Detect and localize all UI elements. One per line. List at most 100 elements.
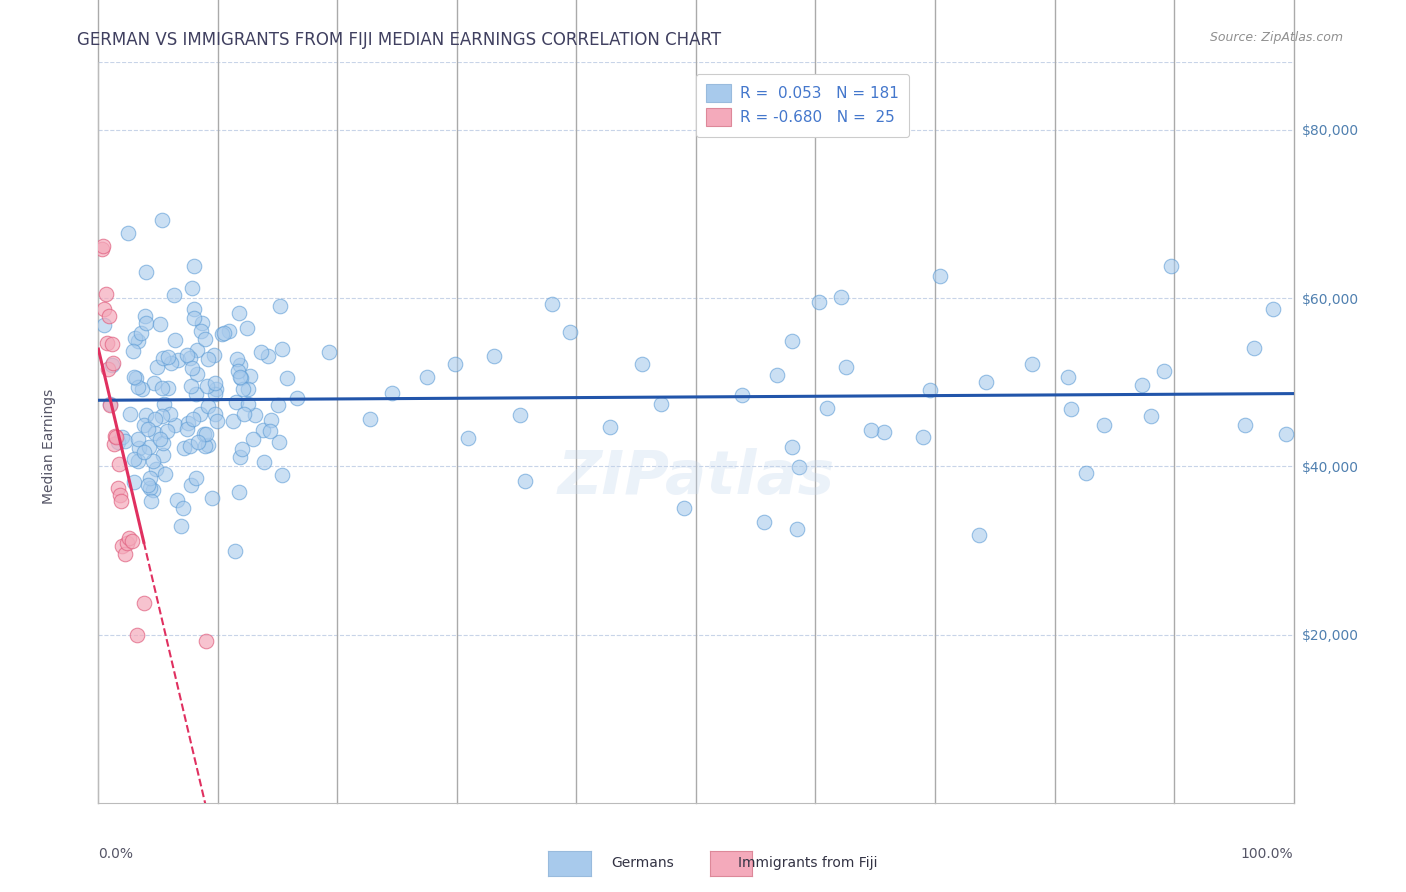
Point <box>229 450 252 464</box>
Point <box>672 501 695 516</box>
Point <box>107 481 129 495</box>
Point <box>163 417 186 432</box>
Point <box>253 455 276 469</box>
Point <box>318 344 340 359</box>
Point <box>108 488 131 502</box>
Point <box>149 317 172 331</box>
Point <box>231 442 253 456</box>
Point <box>236 321 259 335</box>
Point <box>94 286 117 301</box>
Point <box>197 438 219 452</box>
Point <box>239 369 262 384</box>
Point <box>149 432 172 446</box>
Point <box>444 357 467 371</box>
Point <box>242 432 264 446</box>
Point <box>146 359 169 374</box>
Point <box>205 414 228 428</box>
Point <box>270 343 292 357</box>
Point <box>229 358 252 372</box>
Point <box>132 596 155 610</box>
Point <box>183 301 205 316</box>
Point <box>153 397 176 411</box>
Point <box>114 434 136 449</box>
Point <box>122 452 145 467</box>
Legend: R =  0.053   N = 181, R = -0.680   N =  25: R = 0.053 N = 181, R = -0.680 N = 25 <box>696 74 910 136</box>
Text: GERMAN VS IMMIGRANTS FROM FIJI MEDIAN EARNINGS CORRELATION CHART: GERMAN VS IMMIGRANTS FROM FIJI MEDIAN EA… <box>77 31 721 49</box>
Point <box>212 326 235 341</box>
Point <box>276 371 298 385</box>
Point <box>136 422 159 436</box>
Point <box>172 501 194 516</box>
Point <box>111 539 134 553</box>
Point <box>163 333 186 347</box>
Point <box>193 427 215 442</box>
Point <box>127 379 149 393</box>
Point <box>159 407 181 421</box>
Point <box>101 356 124 370</box>
Point <box>127 432 149 446</box>
Point <box>125 371 148 385</box>
Point <box>183 311 205 326</box>
Point <box>807 294 830 309</box>
Point <box>509 408 531 422</box>
Text: Source: ZipAtlas.com: Source: ZipAtlas.com <box>1209 31 1343 45</box>
Point <box>1092 417 1115 432</box>
Point <box>105 430 128 444</box>
Point <box>156 424 179 438</box>
Point <box>204 376 226 390</box>
Point <box>150 409 173 423</box>
Point <box>150 381 173 395</box>
Point <box>974 375 997 389</box>
Point <box>928 269 950 284</box>
Point <box>224 544 246 558</box>
Point <box>100 337 122 351</box>
Point <box>786 522 808 536</box>
Point <box>830 290 852 304</box>
Point <box>205 382 228 396</box>
Point <box>229 370 252 384</box>
Point <box>135 265 157 279</box>
Point <box>1153 363 1175 377</box>
Point <box>110 494 132 508</box>
Point <box>186 471 208 485</box>
Point <box>122 475 145 489</box>
Point <box>98 309 121 323</box>
Point <box>96 336 118 351</box>
Point <box>204 387 226 401</box>
Point <box>1060 402 1083 417</box>
Point <box>222 414 245 428</box>
Point <box>228 306 250 320</box>
Point <box>1021 357 1043 371</box>
Point <box>482 350 505 364</box>
Point <box>218 324 240 338</box>
Point <box>245 409 267 423</box>
Point <box>166 493 188 508</box>
Point <box>873 425 896 439</box>
Point <box>229 370 252 384</box>
Point <box>197 399 219 413</box>
Text: Germans: Germans <box>612 856 675 871</box>
Point <box>211 327 233 342</box>
Point <box>541 296 564 310</box>
Text: 0.0%: 0.0% <box>98 847 134 861</box>
Point <box>143 412 166 426</box>
Point <box>124 331 146 345</box>
Point <box>136 477 159 491</box>
Point <box>183 260 205 274</box>
Point <box>111 430 134 444</box>
Point <box>201 491 224 505</box>
Point <box>752 516 775 530</box>
Point <box>194 439 217 453</box>
Point <box>139 494 162 508</box>
Point <box>815 401 838 416</box>
Point <box>190 324 212 338</box>
Point <box>139 471 162 485</box>
Point <box>93 318 115 332</box>
Point <box>150 212 173 227</box>
Point <box>138 440 160 454</box>
Text: 100.0%: 100.0% <box>1241 847 1294 861</box>
Point <box>226 351 249 366</box>
Point <box>765 368 787 382</box>
Point <box>163 288 186 302</box>
Point <box>513 475 536 489</box>
